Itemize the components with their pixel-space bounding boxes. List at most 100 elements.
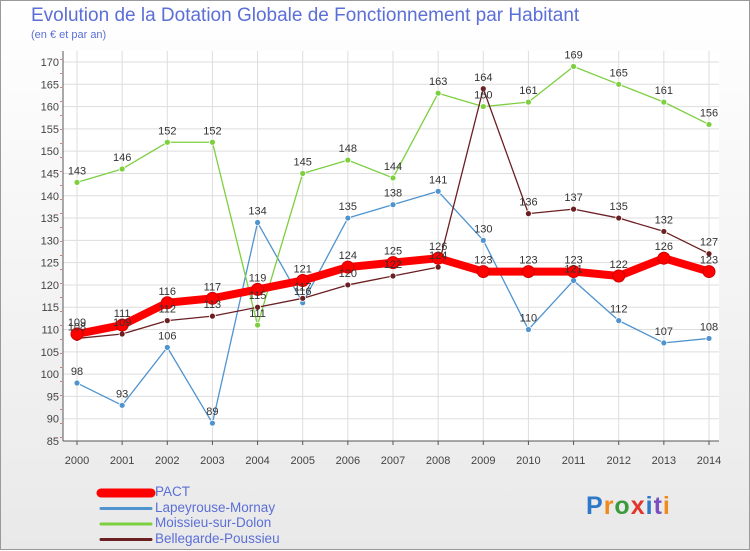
y-tick-label: 110 — [41, 325, 59, 337]
x-tick-label: 2012 — [606, 455, 630, 467]
data-label-lapeyrouse-mornay: 112 — [610, 304, 628, 316]
data-label-pact: 123 — [700, 255, 718, 267]
data-point-lapeyrouse-mornay — [705, 335, 713, 342]
x-tick-label: 2004 — [245, 455, 269, 467]
data-label-lapeyrouse-mornay: 141 — [429, 174, 447, 186]
data-label-pact: 119 — [249, 272, 267, 284]
data-point-moissieu-sur-dolon — [299, 170, 307, 177]
data-label-pact: 122 — [610, 259, 628, 271]
data-label-moissieu-sur-dolon: 161 — [655, 85, 673, 97]
data-point-bellegarde-poussieu — [118, 330, 126, 338]
data-label-bellegarde-poussieu: 132 — [655, 214, 673, 226]
data-label-pact: 126 — [655, 241, 673, 253]
data-label-bellegarde-poussieu: 113 — [204, 299, 222, 311]
data-label-lapeyrouse-mornay: 130 — [474, 223, 492, 235]
data-point-bellegarde-poussieu — [389, 272, 397, 280]
y-tick-label: 150 — [41, 146, 59, 158]
data-label-bellegarde-poussieu: 122 — [384, 259, 402, 271]
data-point-bellegarde-poussieu — [254, 303, 261, 311]
data-point-pact — [70, 327, 84, 341]
data-label-lapeyrouse-mornay: 89 — [206, 406, 218, 418]
data-point-pact — [521, 265, 535, 279]
data-label-bellegarde-poussieu: 109 — [113, 317, 131, 329]
data-label-pact: 124 — [339, 250, 357, 262]
data-label-bellegarde-poussieu: 117 — [294, 281, 312, 293]
x-tick-label: 2009 — [471, 455, 495, 467]
data-label-moissieu-sur-dolon: 152 — [158, 125, 176, 137]
data-point-moissieu-sur-dolon — [479, 103, 487, 110]
y-tick-label: 125 — [41, 258, 59, 270]
x-tick-label: 2000 — [65, 455, 89, 467]
data-point-moissieu-sur-dolon — [660, 98, 668, 106]
y-tick-label: 90 — [47, 414, 59, 426]
data-label-moissieu-sur-dolon: 148 — [339, 143, 357, 155]
data-label-lapeyrouse-mornay: 138 — [384, 188, 402, 200]
data-point-pact — [431, 251, 445, 265]
data-point-lapeyrouse-mornay — [525, 326, 532, 333]
data-label-bellegarde-poussieu: 120 — [339, 268, 357, 280]
data-label-bellegarde-poussieu: 124 — [429, 250, 447, 262]
data-label-moissieu-sur-dolon: 152 — [203, 125, 221, 137]
data-label-moissieu-sur-dolon: 161 — [519, 85, 537, 97]
data-label-bellegarde-poussieu: 137 — [564, 192, 582, 204]
y-tick-label: 160 — [41, 102, 59, 114]
x-tick-label: 2011 — [562, 455, 586, 467]
y-tick-label: 115 — [41, 302, 59, 314]
data-point-moissieu-sur-dolon — [615, 80, 623, 88]
data-label-lapeyrouse-mornay: 116 — [294, 286, 312, 298]
data-point-bellegarde-poussieu — [209, 312, 216, 320]
y-tick-label: 100 — [41, 369, 59, 381]
y-tick-label: 105 — [41, 347, 59, 359]
x-tick-label: 2002 — [155, 455, 179, 467]
x-tick-label: 2001 — [110, 455, 134, 467]
data-point-lapeyrouse-mornay — [615, 317, 623, 325]
proxiti-logo: Proxiti — [586, 492, 671, 521]
logo-letter: P — [586, 492, 604, 520]
logo-letter: r — [603, 492, 615, 520]
data-point-bellegarde-poussieu — [434, 263, 442, 271]
legend-label-bellegarde-poussieu: Bellegarde-Poussieu — [155, 530, 280, 546]
data-label-lapeyrouse-mornay: 121 — [564, 263, 582, 275]
logo-letter: o — [614, 492, 631, 520]
plot-area — [63, 51, 719, 441]
data-point-lapeyrouse-mornay — [209, 419, 216, 427]
y-tick-label: 85 — [47, 436, 59, 448]
data-point-moissieu-sur-dolon — [705, 121, 713, 128]
y-tick-label: 165 — [41, 79, 59, 91]
data-point-bellegarde-poussieu — [615, 214, 623, 222]
x-tick-label: 2005 — [290, 455, 314, 467]
data-point-lapeyrouse-mornay — [344, 214, 352, 222]
data-label-moissieu-sur-dolon: 163 — [429, 76, 447, 88]
data-point-bellegarde-poussieu — [660, 228, 668, 235]
data-label-pact: 126 — [429, 241, 447, 253]
data-label-bellegarde-poussieu: 108 — [68, 321, 86, 333]
data-point-lapeyrouse-mornay — [254, 219, 261, 226]
data-point-moissieu-sur-dolon — [344, 156, 352, 164]
data-point-bellegarde-poussieu — [163, 317, 171, 325]
data-point-bellegarde-poussieu — [299, 294, 307, 302]
data-point-pact — [115, 318, 129, 332]
data-label-pact: 123 — [564, 255, 582, 267]
data-point-lapeyrouse-mornay — [389, 201, 397, 209]
data-point-moissieu-sur-dolon — [434, 89, 442, 97]
logo-letter: i — [662, 492, 671, 520]
data-label-lapeyrouse-mornay: 93 — [116, 388, 128, 400]
data-label-pact: 116 — [159, 286, 177, 298]
data-label-moissieu-sur-dolon: 143 — [68, 165, 86, 177]
data-label-pact: 121 — [294, 263, 312, 275]
data-label-moissieu-sur-dolon: 160 — [474, 90, 492, 102]
y-tick-label: 145 — [41, 168, 59, 180]
legend-label-moissieu-sur-dolon: Moissieu-sur-Dolon — [155, 515, 272, 530]
data-label-pact: 109 — [68, 317, 86, 329]
data-label-moissieu-sur-dolon: 165 — [610, 67, 628, 79]
y-tick-label: 130 — [41, 235, 59, 247]
data-label-lapeyrouse-mornay: 108 — [700, 321, 718, 333]
data-point-bellegarde-poussieu — [479, 85, 487, 93]
y-tick-label: 170 — [41, 57, 59, 69]
y-tick-label: 140 — [41, 191, 59, 203]
data-label-pact: 111 — [114, 308, 131, 320]
data-label-pact: 125 — [384, 246, 402, 258]
data-point-pact — [567, 265, 581, 279]
